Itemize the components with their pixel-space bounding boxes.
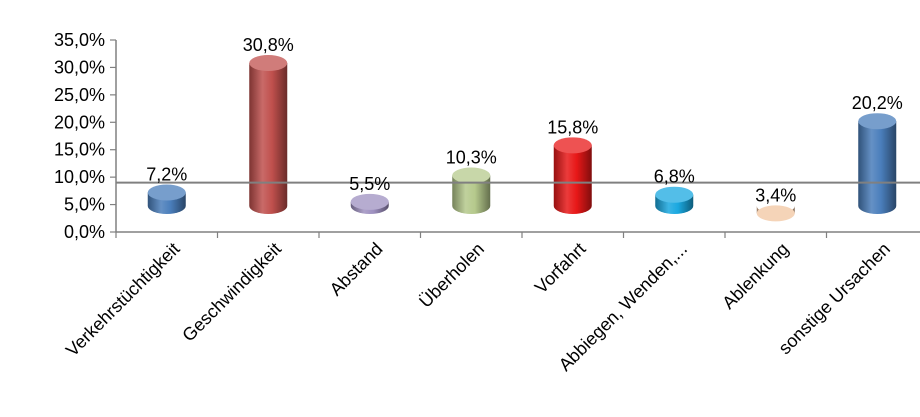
data-label: 3,4% (755, 185, 796, 205)
bar-top (148, 185, 186, 201)
x-axis-ticks (116, 232, 920, 238)
bar-top (452, 167, 490, 183)
bar-top (351, 194, 389, 210)
bar-top (554, 137, 592, 153)
category-label: Vorfahrt (531, 239, 590, 298)
bar (858, 113, 896, 214)
data-label: 30,8% (243, 35, 294, 55)
bar (148, 185, 186, 214)
y-tick-label: 35,0% (54, 30, 105, 50)
y-tick-label: 30,0% (54, 57, 105, 77)
y-tick-label: 25,0% (54, 85, 105, 105)
bar (757, 205, 795, 221)
data-label: 20,2% (852, 93, 903, 113)
category-label: Überholen (415, 239, 488, 312)
y-tick-label: 0,0% (64, 222, 105, 242)
category-label: sonstige Ursachen (775, 239, 895, 359)
bar-body (554, 145, 592, 214)
bar-top (249, 55, 287, 71)
bar (554, 137, 592, 214)
y-axis-ticks: 0,0% 5,0% 10,0% 15,0% 20,0% 25,0% 30,0% 35,0% (54, 30, 116, 242)
data-label: 7,2% (146, 165, 187, 185)
category-label: Verkehrstüchtigkeit (62, 239, 184, 361)
y-tick-label: 15,0% (54, 140, 105, 160)
bar-body (249, 63, 287, 214)
bar-top (757, 205, 795, 221)
bar-top (858, 113, 896, 129)
y-tick-label: 5,0% (64, 195, 105, 215)
data-label: 10,3% (446, 147, 497, 167)
data-label: 15,8% (547, 117, 598, 137)
bar (655, 187, 693, 214)
data-label: 5,5% (349, 174, 390, 194)
y-tick-label: 10,0% (54, 167, 105, 187)
y-tick-label: 20,0% (54, 112, 105, 132)
data-label: 6,8% (654, 167, 695, 187)
bar-body (858, 121, 896, 214)
category-label: Ablenkung (718, 239, 792, 313)
bar (351, 194, 389, 214)
bar (452, 167, 490, 214)
category-label: Abstand (326, 239, 387, 300)
category-label: Geschwindigkeit (178, 239, 285, 346)
bar-top (655, 187, 693, 203)
bar (249, 55, 287, 214)
